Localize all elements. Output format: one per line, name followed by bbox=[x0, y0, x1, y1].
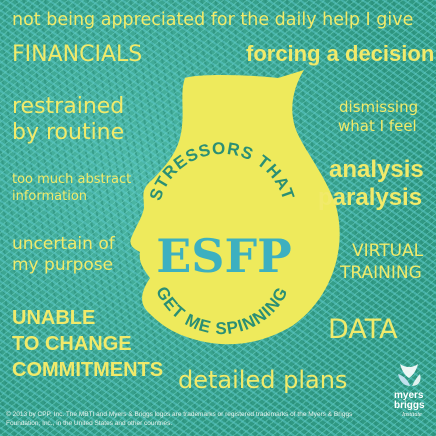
stressor-dismissing-line2: what I feel bbox=[338, 117, 417, 135]
stressor-to-change: TO CHANGE bbox=[12, 333, 132, 355]
stressor-restrained-line1: restrained bbox=[12, 94, 125, 119]
stressor-unable: UNABLE bbox=[12, 307, 96, 329]
stressor-paralysis: paralysis bbox=[318, 184, 423, 211]
stressor-abstract-line1: too much abstract bbox=[12, 172, 132, 187]
stressor-uncertain-line1: uncertain of bbox=[12, 234, 115, 254]
stressor-analysis: analysis bbox=[329, 156, 424, 183]
type-label: ESFP bbox=[156, 229, 292, 283]
stressor-detailed-plans: detailed plans bbox=[178, 366, 348, 394]
copyright-notice: © 2013 by CPP, Inc. The MBTI and Myers &… bbox=[6, 411, 353, 427]
logo-text-briggs: briggs bbox=[394, 400, 425, 411]
stressor-commitments: COMMITMENTS bbox=[12, 359, 164, 381]
stressor-virtual: VIRTUAL bbox=[352, 241, 424, 261]
stressor-data: DATA bbox=[328, 314, 398, 345]
stressor-not-appreciated: not being appreciated for the daily help… bbox=[12, 10, 414, 30]
stressor-training: TRAINING bbox=[340, 263, 422, 283]
stressor-abstract-line2: information bbox=[12, 189, 88, 204]
stressor-dismissing-line1: dismissing bbox=[339, 98, 419, 116]
myers-briggs-logo: myers briggs Institute bbox=[394, 364, 425, 418]
stressor-restrained-line2: by routine bbox=[12, 120, 125, 145]
logo-text-myers: myers bbox=[394, 390, 424, 401]
head-shape bbox=[130, 70, 340, 345]
stressor-financials: FINANCIALS bbox=[12, 42, 143, 67]
logo-mark-icon bbox=[398, 364, 421, 386]
stressor-forcing-decision: forcing a decision bbox=[246, 41, 435, 66]
logo-text-institute: Institute bbox=[401, 412, 422, 418]
stressor-uncertain-line2: my purpose bbox=[12, 255, 114, 275]
